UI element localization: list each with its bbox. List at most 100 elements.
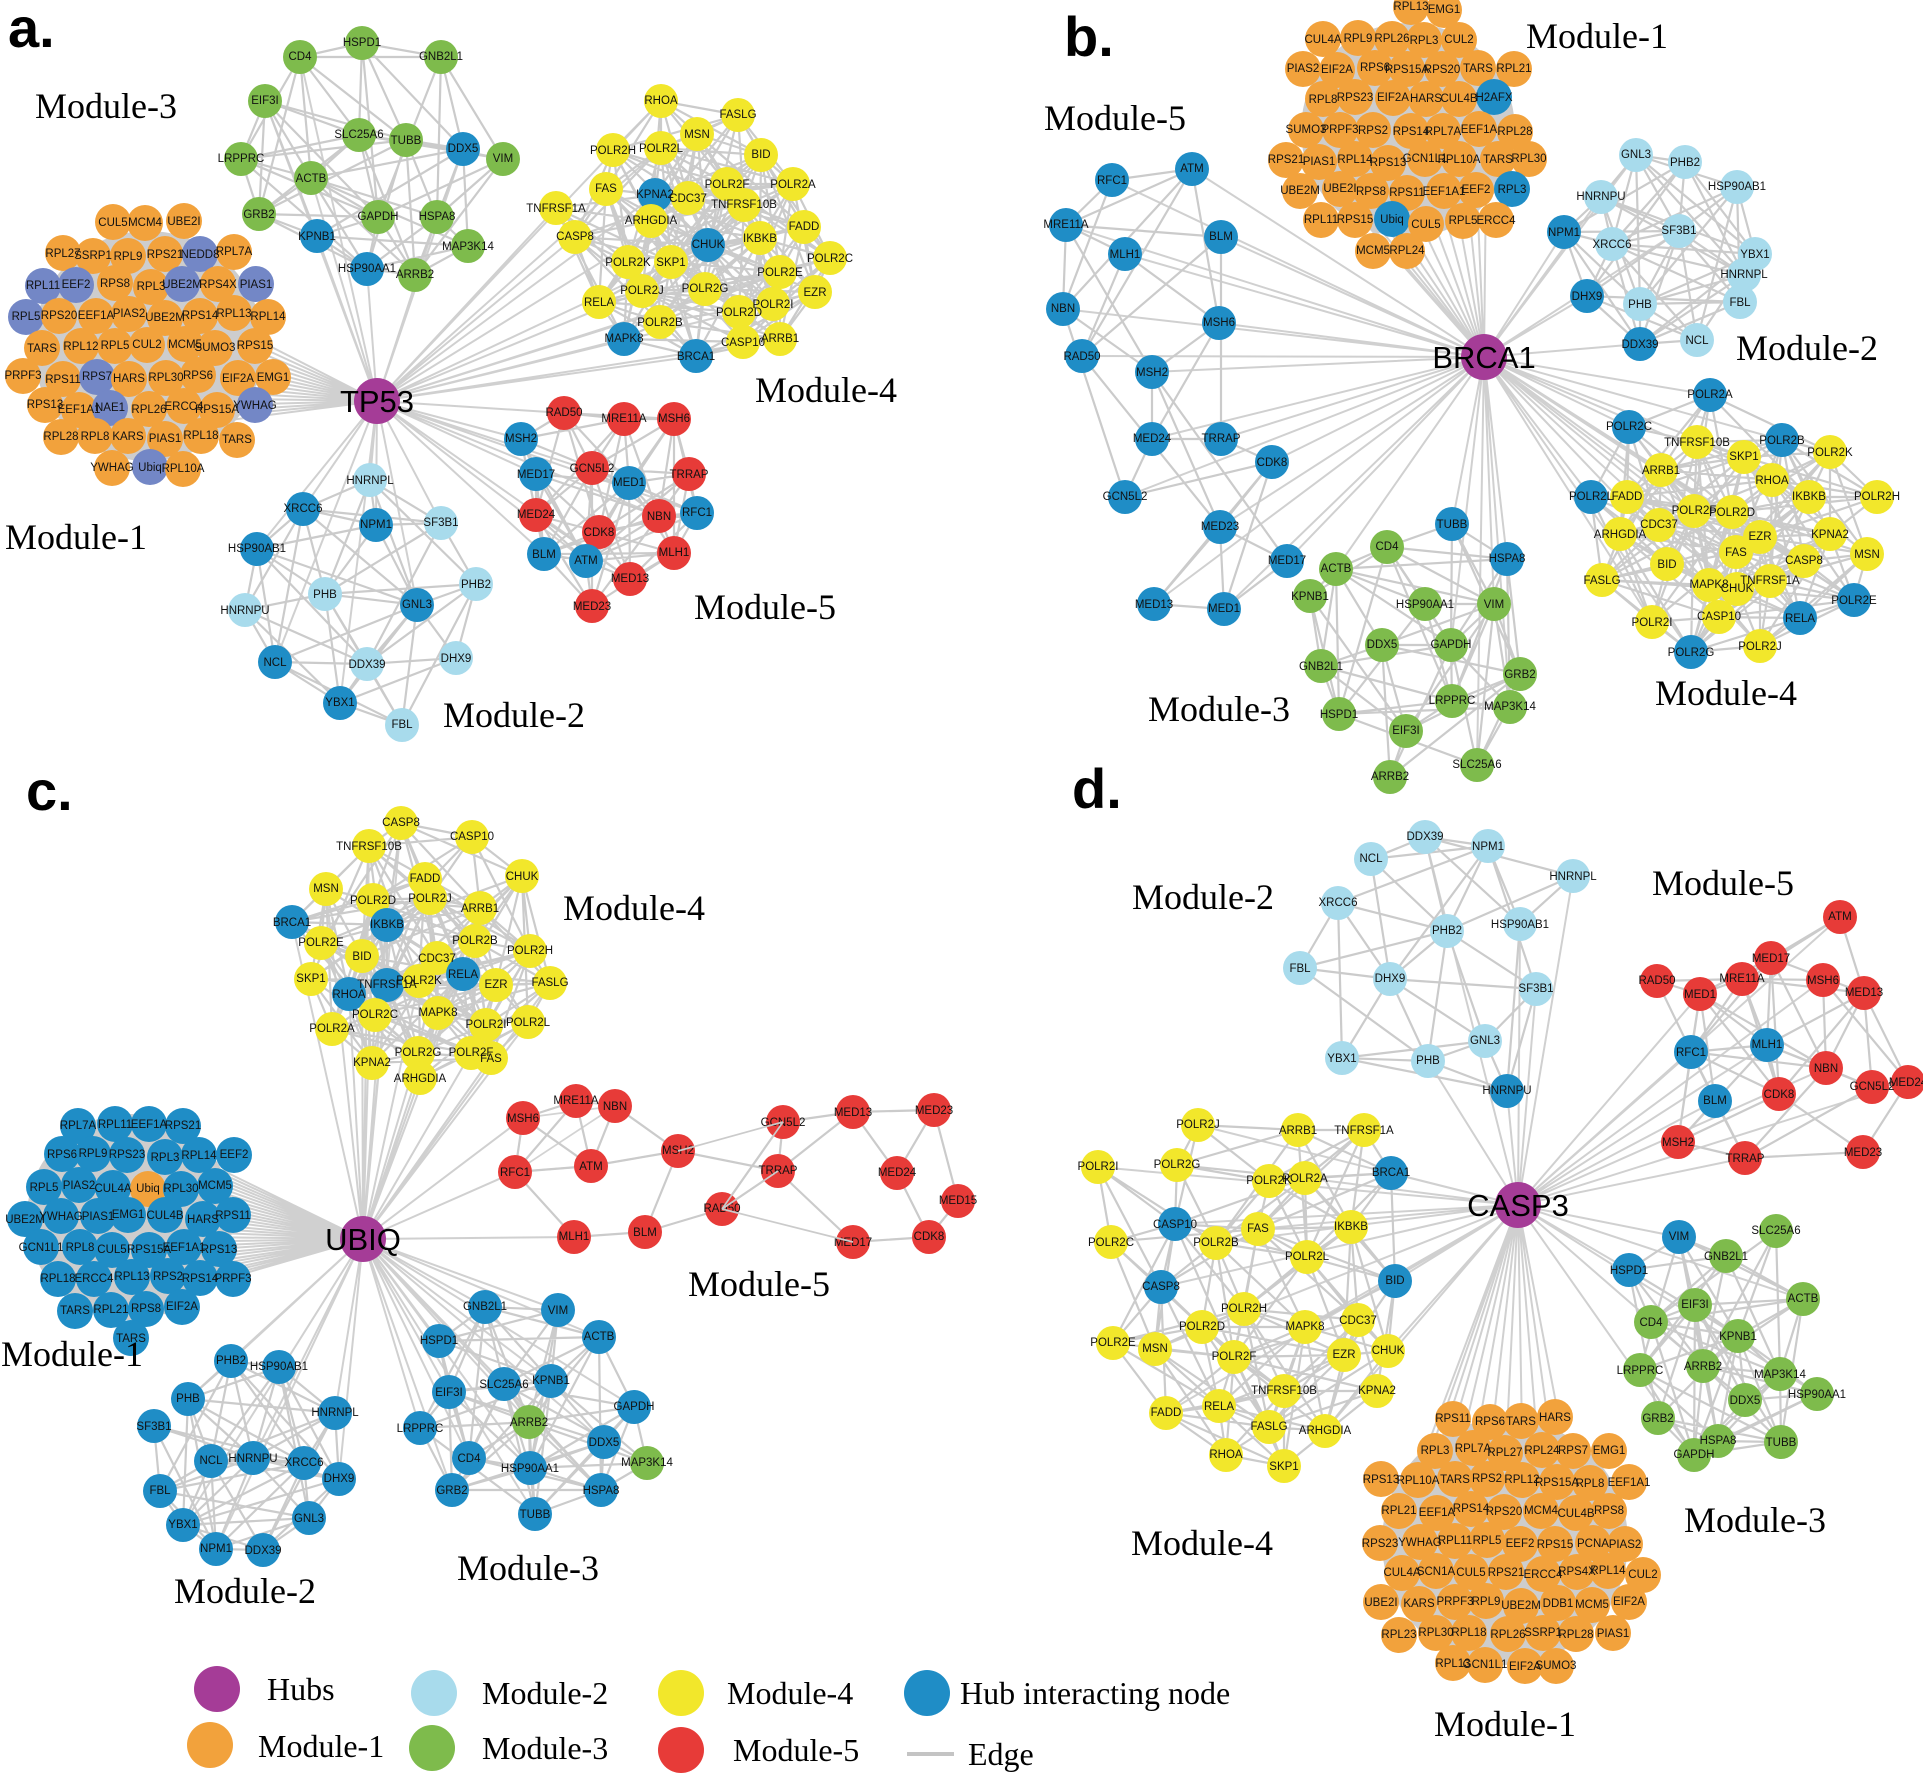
svg-text:GNL3: GNL3 <box>402 599 432 611</box>
svg-text:ARRB2: ARRB2 <box>1371 771 1409 783</box>
svg-text:RPL9: RPL9 <box>1472 1596 1501 1608</box>
svg-text:RPL5: RPL5 <box>30 1182 59 1194</box>
svg-text:TARS: TARS <box>60 1305 90 1317</box>
svg-text:GNB2L1: GNB2L1 <box>463 1301 507 1313</box>
svg-text:MLH1: MLH1 <box>659 547 690 559</box>
svg-text:GRB2: GRB2 <box>243 209 274 221</box>
svg-text:DDX5: DDX5 <box>589 1437 620 1449</box>
svg-text:FADD: FADD <box>410 873 441 885</box>
svg-text:HARS: HARS <box>1410 93 1442 105</box>
svg-text:POLR2K: POLR2K <box>1246 1175 1292 1187</box>
svg-text:RPS6: RPS6 <box>1360 62 1390 74</box>
svg-text:FAS: FAS <box>1725 547 1747 559</box>
svg-text:EEF2: EEF2 <box>62 279 91 291</box>
svg-text:PIAS1: PIAS1 <box>82 1211 115 1223</box>
svg-text:ARRB1: ARRB1 <box>761 333 799 345</box>
svg-text:RPS2: RPS2 <box>1472 1473 1502 1485</box>
svg-text:HSPD1: HSPD1 <box>343 37 381 49</box>
svg-text:TRRAP: TRRAP <box>1202 433 1241 445</box>
svg-text:PHB2: PHB2 <box>1432 925 1462 937</box>
svg-text:POLR2G: POLR2G <box>682 283 729 295</box>
svg-text:GCN1L1: GCN1L1 <box>1403 153 1448 165</box>
svg-text:HNRNPU: HNRNPU <box>228 1453 277 1465</box>
svg-text:HNRNPU: HNRNPU <box>1482 1085 1531 1097</box>
svg-text:KPNA2: KPNA2 <box>1811 529 1849 541</box>
svg-text:RPS23: RPS23 <box>1362 1538 1398 1550</box>
svg-text:KARS: KARS <box>1403 1598 1435 1610</box>
svg-text:EIF2A: EIF2A <box>166 1301 198 1313</box>
svg-text:SUMO3: SUMO3 <box>1536 1660 1577 1672</box>
svg-text:MED24: MED24 <box>1133 433 1172 445</box>
svg-text:RPL11: RPL11 <box>1304 214 1338 226</box>
svg-text:NCL: NCL <box>199 1455 223 1467</box>
svg-text:SF3B1: SF3B1 <box>136 1421 171 1433</box>
svg-text:RPL24: RPL24 <box>1524 1445 1560 1457</box>
svg-text:RHOA: RHOA <box>644 95 678 107</box>
svg-text:RPS6: RPS6 <box>183 370 213 382</box>
svg-text:KPNA2: KPNA2 <box>353 1057 391 1069</box>
svg-text:EEF2: EEF2 <box>220 1149 249 1161</box>
svg-text:POLR2C: POLR2C <box>1606 421 1652 433</box>
svg-text:PCNA: PCNA <box>1577 1538 1609 1550</box>
svg-text:DDX39: DDX39 <box>1621 339 1658 351</box>
svg-text:EMG1: EMG1 <box>257 372 290 384</box>
svg-text:FADD: FADD <box>1151 1407 1182 1419</box>
svg-text:RPS13: RPS13 <box>201 1244 237 1256</box>
svg-text:CASP8: CASP8 <box>382 817 420 829</box>
svg-text:POLR2G: POLR2G <box>395 1047 442 1059</box>
svg-text:CUL2: CUL2 <box>1444 34 1473 46</box>
svg-text:TNFRSF10B: TNFRSF10B <box>1664 437 1730 449</box>
svg-text:MRE11A: MRE11A <box>1719 973 1764 985</box>
svg-text:POLR2J: POLR2J <box>1176 1119 1219 1131</box>
svg-text:RPL18: RPL18 <box>1451 1627 1486 1639</box>
svg-text:RPL7A: RPL7A <box>1425 126 1462 138</box>
svg-text:RPL14: RPL14 <box>1337 154 1373 166</box>
svg-text:RPS15: RPS15 <box>1337 214 1373 226</box>
svg-text:MED17: MED17 <box>517 469 555 481</box>
svg-text:RPL26: RPL26 <box>1490 1629 1525 1641</box>
svg-text:ACTB: ACTB <box>584 1331 615 1343</box>
svg-text:Module-3: Module-3 <box>35 86 177 126</box>
svg-text:BLM: BLM <box>532 549 556 561</box>
svg-text:HSP90AB1: HSP90AB1 <box>250 1361 308 1373</box>
svg-text:UBE2M: UBE2M <box>5 1214 45 1226</box>
svg-text:UBIQ: UBIQ <box>325 1222 401 1257</box>
svg-text:VIM: VIM <box>1484 599 1504 611</box>
svg-text:ATM: ATM <box>1180 163 1203 175</box>
svg-text:HSPD1: HSPD1 <box>1320 709 1358 721</box>
svg-text:BID: BID <box>751 149 770 161</box>
svg-text:RPL28: RPL28 <box>1497 126 1532 138</box>
svg-text:MED23: MED23 <box>1201 521 1239 533</box>
svg-text:Module-5: Module-5 <box>694 587 836 627</box>
svg-text:HSP90AB1: HSP90AB1 <box>228 543 286 555</box>
svg-text:IKBKB: IKBKB <box>1334 1221 1368 1233</box>
svg-text:DDX39: DDX39 <box>1406 831 1443 843</box>
svg-text:RPS11: RPS11 <box>45 374 81 386</box>
svg-text:YBX1: YBX1 <box>1740 249 1769 261</box>
svg-text:UBE2I: UBE2I <box>1323 183 1356 195</box>
svg-text:POLR2C: POLR2C <box>807 253 853 265</box>
svg-text:PHB: PHB <box>1416 1055 1440 1067</box>
svg-text:HSP90AA1: HSP90AA1 <box>501 1463 559 1475</box>
svg-text:HARS: HARS <box>1539 1412 1571 1424</box>
svg-text:SSRP1: SSRP1 <box>1524 1627 1562 1639</box>
svg-text:CUL5: CUL5 <box>1411 219 1440 231</box>
svg-text:IKBKB: IKBKB <box>1792 491 1826 503</box>
svg-text:RPL13: RPL13 <box>216 308 251 320</box>
svg-text:POLR2A: POLR2A <box>309 1023 355 1035</box>
svg-text:EEF1A: EEF1A <box>1419 1507 1456 1519</box>
svg-text:NEDD8: NEDD8 <box>181 249 220 261</box>
svg-text:CASP10: CASP10 <box>1697 611 1741 623</box>
svg-text:POLR2I: POLR2I <box>1078 1161 1119 1173</box>
svg-text:LRPPRC: LRPPRC <box>1429 695 1476 707</box>
svg-text:POLR2F: POLR2F <box>1212 1351 1257 1363</box>
svg-text:RPL13: RPL13 <box>114 1271 149 1283</box>
svg-text:FBL: FBL <box>1729 297 1751 309</box>
svg-text:RFC1: RFC1 <box>1676 1047 1706 1059</box>
svg-text:CUL4B: CUL4B <box>146 1210 183 1222</box>
svg-text:TNFRSF10B: TNFRSF10B <box>1251 1385 1317 1397</box>
svg-text:YWHAG: YWHAG <box>90 462 134 474</box>
svg-text:H2AFX: H2AFX <box>1475 92 1512 104</box>
svg-text:XRCC6: XRCC6 <box>284 503 323 515</box>
svg-text:YBX1: YBX1 <box>325 697 354 709</box>
